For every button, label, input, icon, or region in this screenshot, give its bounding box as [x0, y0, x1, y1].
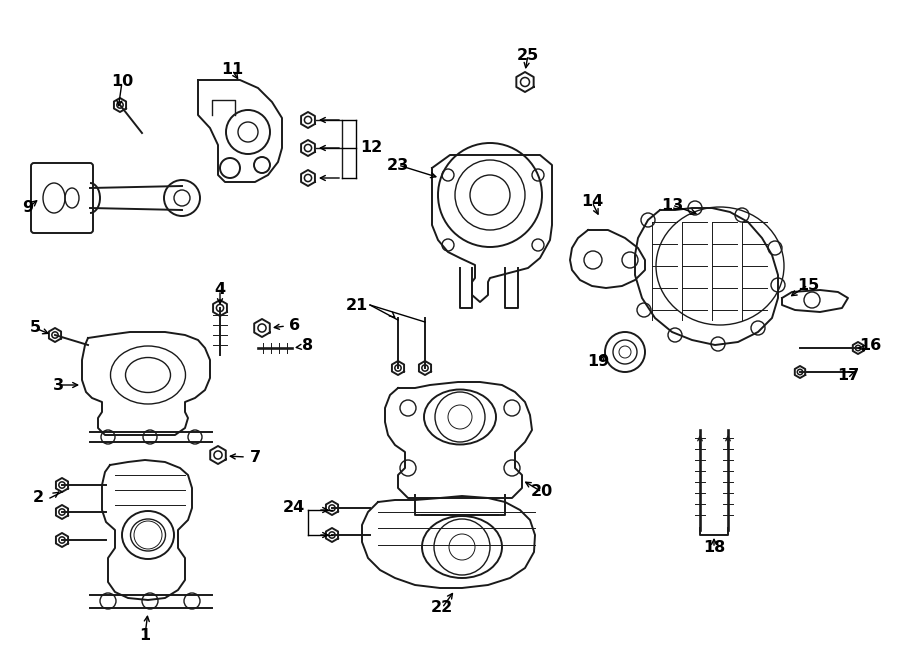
Text: 9: 9	[22, 200, 33, 215]
Text: 10: 10	[111, 75, 133, 89]
Text: 5: 5	[30, 321, 40, 336]
Text: 14: 14	[580, 194, 603, 210]
Polygon shape	[782, 290, 848, 312]
Text: 1: 1	[140, 627, 150, 642]
Text: 19: 19	[587, 354, 609, 369]
Text: 12: 12	[360, 141, 382, 155]
Polygon shape	[635, 208, 778, 345]
Polygon shape	[102, 460, 192, 600]
Text: 25: 25	[517, 48, 539, 63]
Text: 17: 17	[837, 368, 859, 383]
Polygon shape	[362, 496, 535, 588]
Text: 11: 11	[220, 63, 243, 77]
Text: 8: 8	[302, 338, 313, 352]
Text: 22: 22	[431, 600, 453, 615]
Text: 18: 18	[703, 541, 725, 555]
Text: 13: 13	[661, 198, 683, 212]
Text: 7: 7	[249, 451, 261, 465]
Text: 23: 23	[387, 157, 410, 173]
Text: 4: 4	[214, 282, 226, 297]
Text: 15: 15	[796, 278, 819, 293]
Text: 24: 24	[283, 500, 305, 516]
Text: 6: 6	[290, 317, 301, 332]
Text: 3: 3	[52, 377, 64, 393]
Text: 16: 16	[859, 338, 881, 352]
Polygon shape	[82, 332, 210, 435]
Polygon shape	[570, 230, 645, 288]
Text: 20: 20	[531, 485, 554, 500]
Text: 2: 2	[32, 490, 43, 506]
Text: 21: 21	[346, 297, 368, 313]
Polygon shape	[385, 382, 532, 498]
